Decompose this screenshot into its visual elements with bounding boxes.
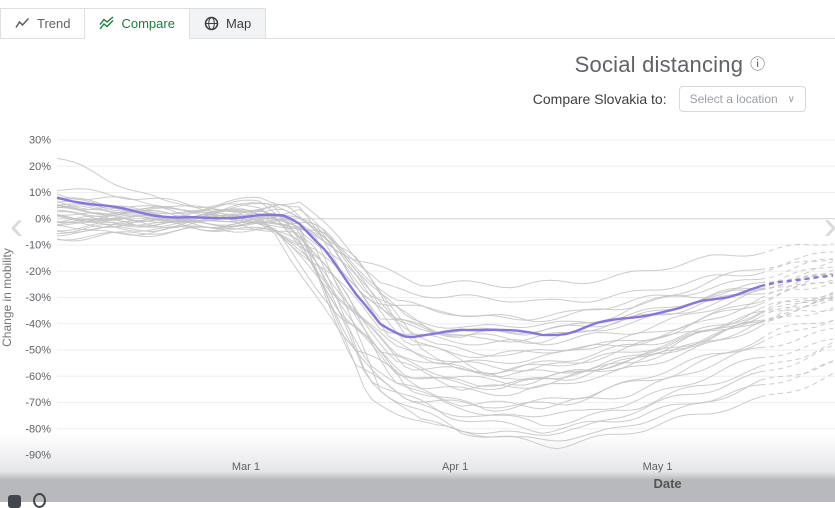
svg-text:May 1: May 1 — [643, 461, 673, 473]
svg-text:-10%: -10% — [25, 240, 51, 252]
svg-text:-30%: -30% — [25, 292, 51, 304]
location-select-placeholder: Select a location — [689, 92, 778, 106]
info-icon[interactable]: ⓘ — [750, 56, 766, 73]
compare-controls: Compare Slovakia to: Select a location ∨ — [0, 86, 806, 112]
svg-text:-70%: -70% — [25, 397, 51, 409]
svg-text:-90%: -90% — [25, 450, 51, 462]
compare-lines-icon — [99, 16, 114, 30]
tab-map-label: Map — [225, 16, 252, 31]
chart-bottom-fade — [0, 118, 835, 502]
chart-header: Social distancing ⓘ — [470, 52, 835, 78]
svg-text:-20%: -20% — [25, 266, 51, 278]
globe-icon — [204, 16, 219, 31]
svg-text:-60%: -60% — [25, 371, 51, 383]
tab-compare[interactable]: Compare — [85, 8, 190, 39]
svg-text:20%: 20% — [29, 161, 51, 173]
svg-text:10%: 10% — [29, 187, 51, 199]
tab-bar: Trend Compare Map — [0, 0, 835, 39]
svg-text:Apr 1: Apr 1 — [442, 461, 468, 473]
svg-text:-50%: -50% — [25, 345, 51, 357]
chart-area: 30% 20% 10% 0% -10% -20% -30% -40% -50% -60% -70% -… — [0, 118, 835, 502]
svg-text:Change in mobility: Change in mobility — [0, 248, 14, 347]
page-title: Social distancing — [574, 52, 744, 77]
location-select-dropdown[interactable]: Select a location ∨ — [678, 86, 806, 112]
compare-label: Compare Slovakia to: — [532, 91, 667, 107]
chevron-right-icon[interactable]: › — [824, 206, 835, 246]
tab-map[interactable]: Map — [189, 8, 267, 38]
tab-trend[interactable]: Trend — [0, 8, 86, 38]
chevron-down-icon: ∨ — [787, 93, 795, 105]
mobility-comparison-chart[interactable]: 30% 20% 10% 0% -10% -20% -30% -40% -50% -60% -70% -… — [0, 118, 835, 502]
footer-icon[interactable] — [33, 493, 46, 508]
tab-trend-label: Trend — [37, 16, 71, 31]
svg-text:Mar 1: Mar 1 — [232, 461, 260, 473]
svg-text:-80%: -80% — [25, 423, 51, 435]
footer-icons — [8, 493, 46, 508]
trend-line-icon — [15, 17, 30, 28]
tab-compare-label: Compare — [121, 16, 175, 31]
svg-text:-40%: -40% — [25, 318, 51, 330]
svg-text:Date: Date — [653, 476, 681, 491]
chevron-left-icon[interactable]: ‹ — [10, 204, 24, 248]
svg-text:0%: 0% — [35, 213, 51, 225]
svg-text:30%: 30% — [29, 135, 51, 147]
